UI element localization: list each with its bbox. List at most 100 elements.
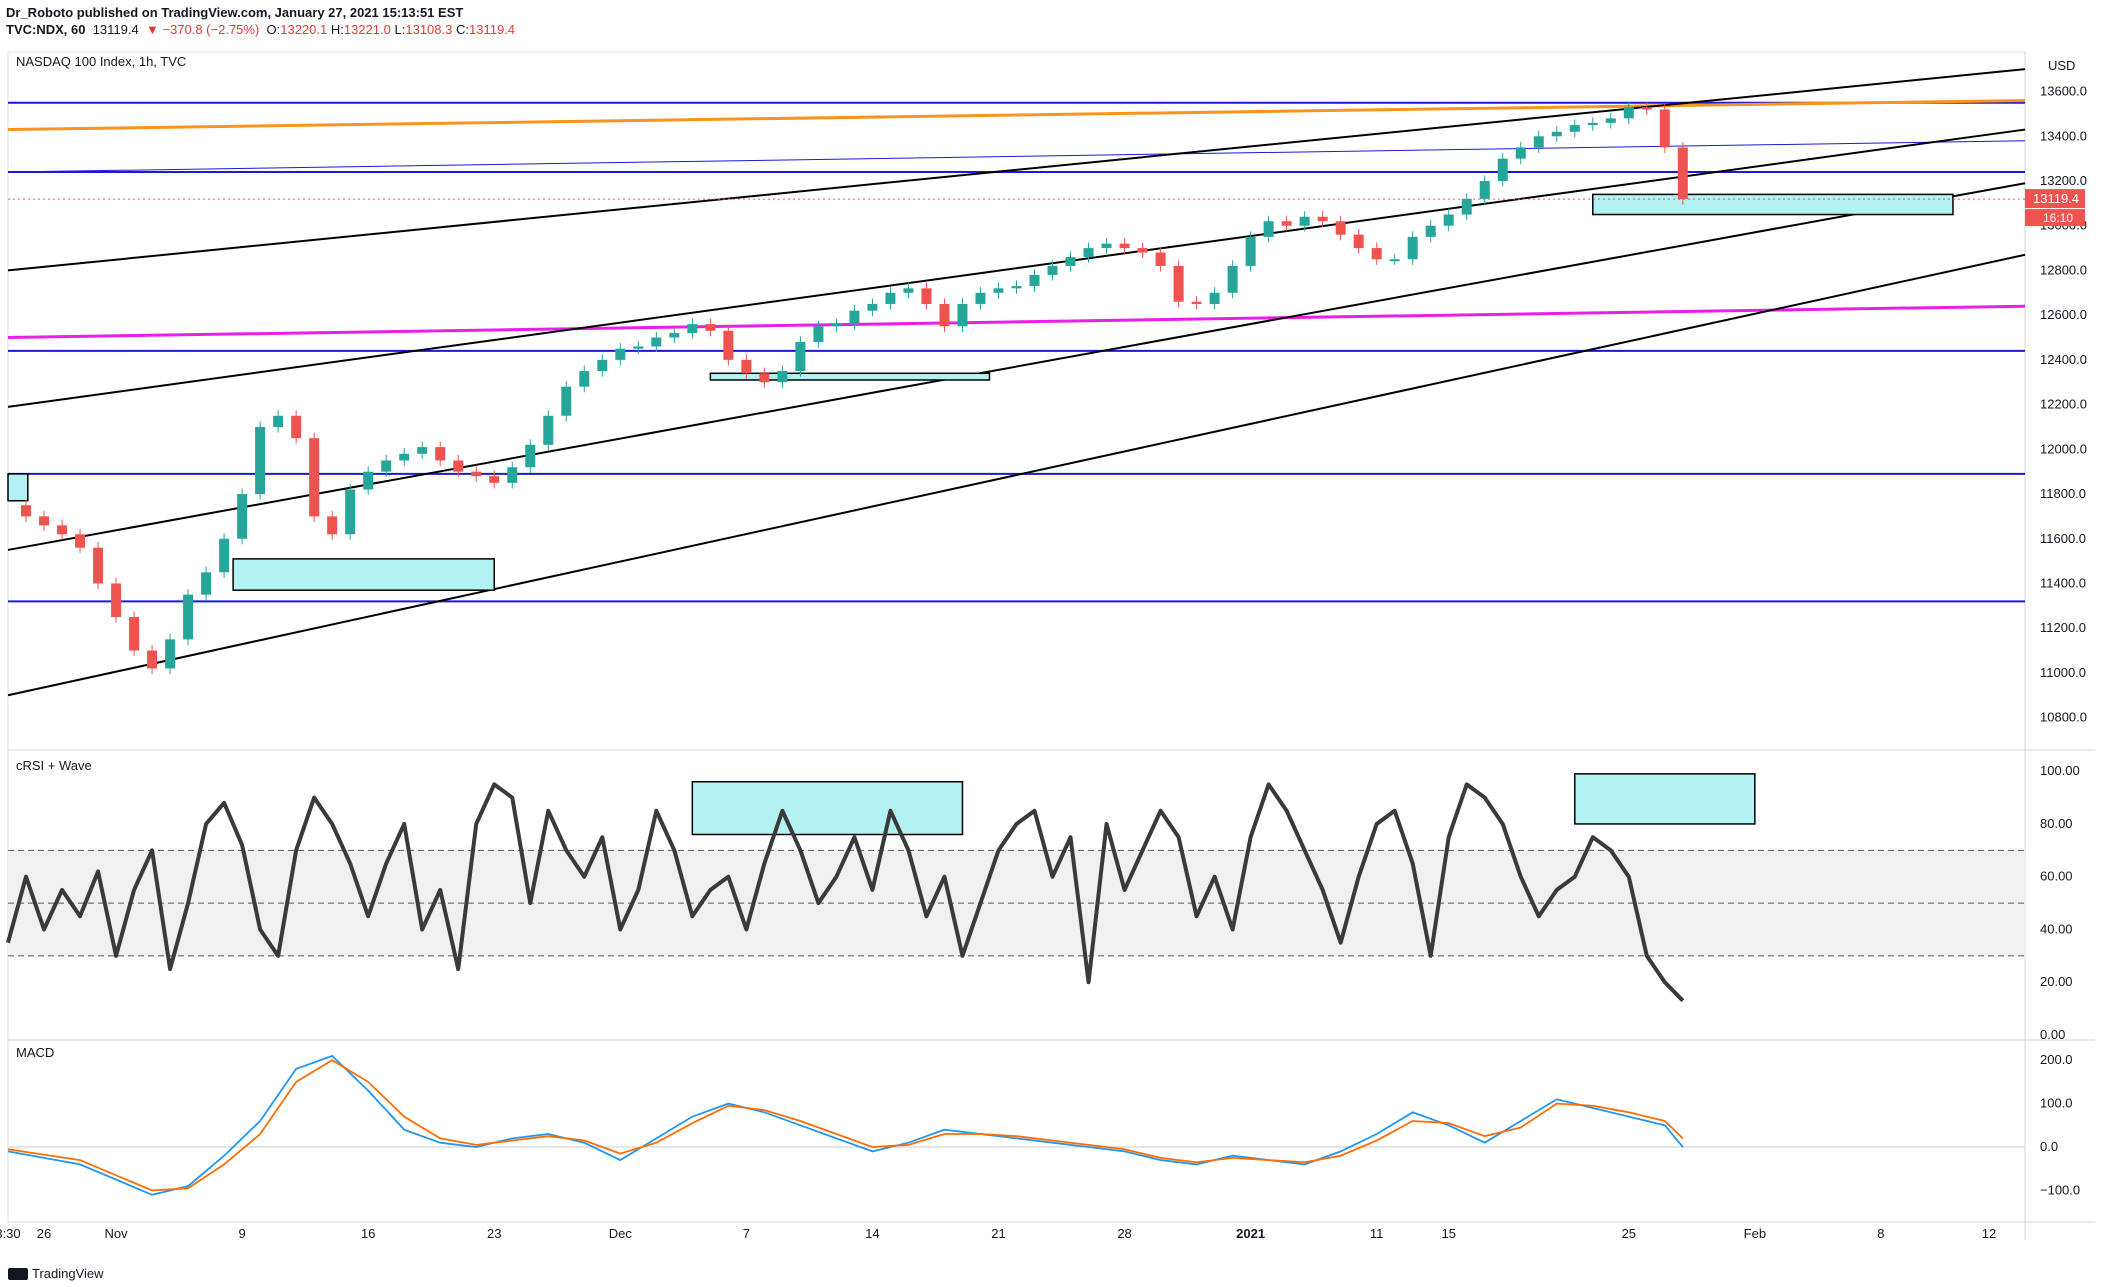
candle-body [1011, 286, 1022, 289]
candle-body [75, 534, 86, 548]
x-tick-label: 28 [1117, 1226, 1131, 1241]
x-tick-label: 2021 [1236, 1226, 1265, 1241]
candle-body [543, 415, 554, 445]
candle-body [219, 538, 230, 573]
y-tick-label: 12200.0 [2040, 397, 2087, 412]
candle-body [1137, 248, 1148, 253]
cyan-zone-box [7, 473, 29, 502]
symbol-name[interactable]: TVC:NDX, 60 [6, 22, 86, 37]
plot-frame [7, 51, 2026, 1223]
candle-body [1173, 265, 1184, 302]
y-tick-label: 80.00 [2040, 816, 2073, 831]
footer-brand[interactable]: TradingView [32, 1266, 104, 1281]
x-tick-label: 25 [1622, 1226, 1636, 1241]
last-price: 13119.4 [92, 22, 139, 37]
candle-body [615, 348, 626, 360]
candle-body [1317, 216, 1328, 222]
candle-body [759, 373, 770, 383]
y-tick-label: 200.0 [2040, 1052, 2073, 1067]
y-tick-label: 11000.0 [2040, 665, 2086, 680]
black-trend-line [7, 253, 2026, 697]
x-tick-label: 21 [991, 1226, 1005, 1241]
candle-body [885, 292, 896, 304]
candle-body [345, 489, 356, 535]
x-tick-label: 14 [865, 1226, 879, 1241]
y-tick-label: 12800.0 [2040, 262, 2087, 277]
candle-body [993, 288, 1004, 293]
candle-body [1605, 118, 1616, 123]
candle-body [183, 594, 194, 640]
candle-body [741, 359, 752, 374]
cyan-zone-box [1574, 773, 1756, 825]
candle-body [1461, 198, 1472, 215]
candle-body [1245, 236, 1256, 266]
candle-body [471, 471, 482, 477]
x-tick-label: Feb [1744, 1226, 1766, 1241]
candle-body [111, 583, 122, 618]
x-tick-label: 16 [361, 1226, 375, 1241]
candle-body [579, 371, 590, 387]
candle-body [1515, 147, 1526, 159]
candle-body [1065, 257, 1076, 266]
candle-body [957, 303, 968, 327]
y-tick-label: 13400.0 [2040, 128, 2087, 143]
candle-body [309, 438, 320, 517]
symbol-line: TVC:NDX, 60 13119.4 ▼ −370.8 (−2.75%) O:… [6, 21, 515, 38]
candle-body [327, 516, 338, 535]
x-tick-label: 7 [743, 1226, 750, 1241]
candle-body [237, 494, 248, 539]
candle-body [795, 341, 806, 372]
orange-trend-line [7, 98, 2026, 132]
currency-label: USD [2048, 58, 2075, 73]
candle-body [1281, 221, 1292, 226]
candle-body [561, 386, 572, 416]
candle-body [363, 471, 374, 490]
candle-body [1029, 274, 1040, 287]
candle-body [1497, 158, 1508, 181]
y-tick-label: 0.00 [2040, 1027, 2065, 1042]
candle-body [831, 324, 842, 327]
candle-body [1155, 252, 1166, 266]
cyan-zone-box [691, 780, 964, 836]
candle-body [1587, 122, 1598, 126]
publisher-line: Dr_Roboto published on TradingView.com, … [6, 5, 464, 20]
candle-body [669, 333, 680, 338]
macd-line-signal [7, 1059, 1684, 1192]
y-tick-label: −100.0 [2040, 1182, 2080, 1197]
candle-body [651, 337, 662, 347]
candle-body [867, 303, 878, 311]
candle-body [1533, 136, 1544, 148]
y-tick-label: 12400.0 [2040, 352, 2087, 367]
candle-body [1623, 107, 1634, 119]
crsi-line [6, 782, 1685, 1003]
candle-body [1299, 216, 1310, 226]
candle-body [777, 371, 788, 383]
y-tick-label: 40.00 [2040, 921, 2073, 936]
ohlc-close: 13119.4 [468, 22, 516, 37]
candle-body [1101, 243, 1112, 249]
candle-body [57, 525, 68, 535]
candle-body [507, 467, 518, 483]
y-tick-label: 11200.0 [2040, 620, 2086, 635]
candle-body [1227, 265, 1238, 293]
candle-body [1569, 125, 1580, 132]
blue-trend-line [7, 140, 2026, 173]
candle-body [1659, 109, 1670, 148]
candle-body [1551, 131, 1562, 137]
y-tick-label: 13600.0 [2040, 84, 2087, 99]
candle-body [381, 460, 392, 472]
cyan-zone-box [709, 372, 991, 381]
candle-body [975, 292, 986, 304]
candle-body [1119, 243, 1130, 249]
y-tick-label: 12600.0 [2040, 307, 2087, 322]
candle-body [39, 516, 50, 526]
y-tick-label: 11600.0 [2040, 531, 2086, 546]
ohlc-c-label: C: [455, 22, 469, 37]
x-tick-label: 23 [487, 1226, 501, 1241]
candle-body [1641, 107, 1652, 110]
candle-body [1083, 248, 1094, 258]
ohlc-h-label: H: [330, 22, 344, 37]
candle-body [129, 617, 140, 651]
candle-body [597, 359, 608, 372]
